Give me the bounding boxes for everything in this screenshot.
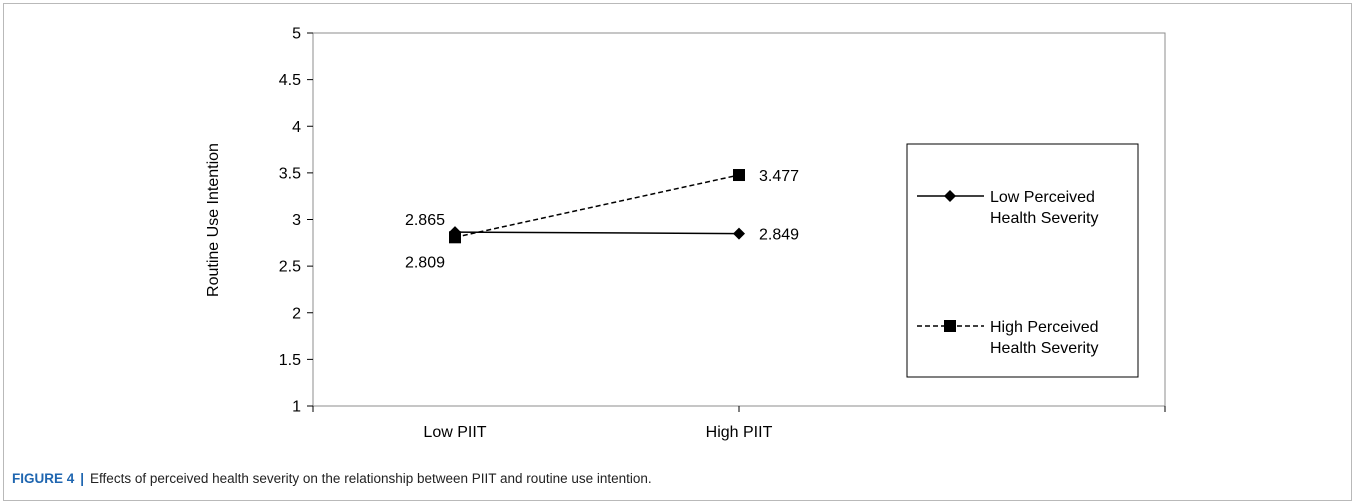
- y-axis: 1 1.5 2 2.5 3 3.5 4 4.5 5: [279, 26, 313, 416]
- legend-entry-low: Low Perceived Health Severity: [917, 189, 1099, 227]
- y-tick-label: 3.5: [279, 165, 301, 182]
- data-label: 3.477: [759, 168, 799, 185]
- series-line: [454, 231, 740, 235]
- figure-caption: FIGURE 4 | Effects of perceived health sev…: [12, 471, 652, 486]
- y-tick-label: 5: [292, 26, 301, 43]
- legend-label: Health Severity: [990, 210, 1099, 227]
- series-layer: 2.865 2.849 2.809 3.477: [405, 168, 799, 271]
- line-chart: 1 1.5 2 2.5 3 3.5 4 4.5 5 Low PIIT High PIIT Rout…: [205, 26, 1166, 441]
- y-tick-label: 3: [292, 212, 301, 229]
- y-axis-title: Routine Use Intention: [205, 143, 222, 297]
- legend-label: Low Perceived: [990, 189, 1095, 206]
- legend-box: [906, 143, 1139, 378]
- data-point: [449, 231, 461, 244]
- legend-entry-high: High Perceived Health Severity: [917, 319, 1099, 357]
- figure-label: FIGURE 4: [12, 471, 75, 486]
- y-tick-label: 1.5: [279, 352, 301, 369]
- x-axis: Low PIIT High PIIT: [312, 406, 1166, 441]
- legend-label: Health Severity: [990, 340, 1099, 357]
- data-point: [733, 227, 745, 240]
- data-label: 2.865: [405, 212, 445, 229]
- caption-separator: |: [80, 471, 85, 486]
- series-high-perceived-health-severity: 2.809 3.477: [405, 168, 799, 271]
- data-label: 2.809: [405, 254, 445, 271]
- caption-text: Effects of perceived health severity on …: [90, 471, 652, 486]
- y-tick-label: 4: [292, 119, 301, 136]
- legend-marker: [944, 320, 956, 332]
- y-tick-label: 4.5: [279, 72, 301, 89]
- y-tick-label: 2.5: [279, 259, 301, 276]
- x-category-label: Low PIIT: [423, 424, 486, 441]
- legend-label: High Perceived: [990, 319, 1099, 336]
- data-point: [733, 169, 745, 182]
- y-tick-label: 2: [292, 305, 301, 322]
- x-category-label: High PIIT: [706, 424, 773, 441]
- data-label: 2.849: [759, 227, 799, 244]
- legend-marker: [944, 190, 956, 202]
- y-tick-label: 1: [292, 399, 301, 416]
- series-line: [454, 174, 740, 239]
